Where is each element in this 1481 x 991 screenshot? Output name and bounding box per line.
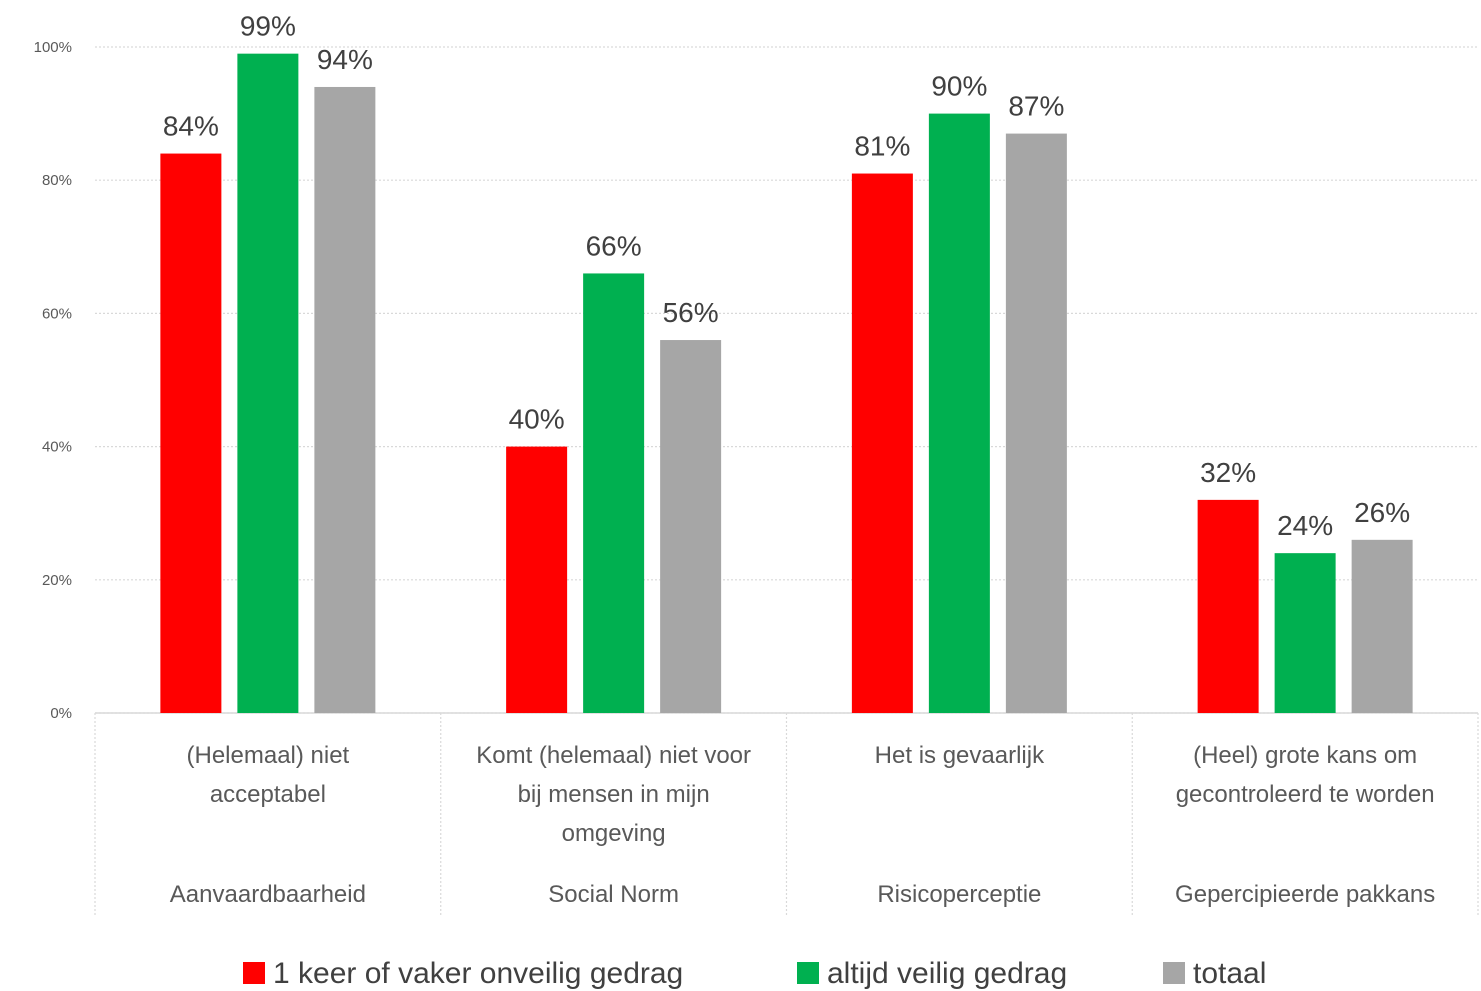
- y-tick-label: 80%: [42, 172, 72, 189]
- category-label: Komt (helemaal) niet voor: [476, 742, 751, 769]
- data-label: 99%: [240, 11, 296, 42]
- bar: [928, 113, 990, 714]
- y-tick-label: 100%: [34, 39, 72, 56]
- data-label: 32%: [1200, 457, 1256, 488]
- category-group-label: Aanvaardbaarheid: [170, 881, 366, 908]
- legend-label: altijd veilig gedrag: [827, 957, 1067, 990]
- data-label: 26%: [1354, 497, 1410, 528]
- bar: [237, 53, 299, 714]
- data-label: 40%: [509, 404, 565, 435]
- bar: [314, 86, 376, 713]
- bar: [1197, 499, 1259, 713]
- legend-swatch: [243, 962, 265, 984]
- category-label: acceptabel: [210, 781, 326, 808]
- bar: [160, 153, 222, 713]
- category-group-label: Risicoperceptie: [877, 881, 1041, 908]
- bar: [506, 446, 568, 713]
- y-tick-label: 0%: [50, 705, 72, 722]
- bar: [1274, 553, 1336, 713]
- bar: [1005, 133, 1067, 713]
- data-label: 24%: [1277, 510, 1333, 541]
- y-tick-label: 60%: [42, 305, 72, 322]
- data-label: 81%: [854, 131, 910, 162]
- data-label: 66%: [586, 230, 642, 261]
- bar: [583, 273, 645, 713]
- category-label: omgeving: [562, 820, 666, 847]
- bar: [660, 340, 722, 713]
- legend-label: 1 keer of vaker onveilig gedrag: [273, 957, 683, 990]
- data-label: 94%: [317, 44, 373, 75]
- y-tick-label: 20%: [42, 572, 72, 589]
- data-label: 90%: [931, 71, 987, 102]
- legend-swatch: [797, 962, 819, 984]
- category-label: (Helemaal) niet: [187, 742, 350, 769]
- legend-label: totaal: [1193, 957, 1266, 990]
- category-label: bij mensen in mijn: [518, 781, 710, 808]
- data-label: 56%: [663, 297, 719, 328]
- category-label: gecontroleerd te worden: [1176, 781, 1435, 808]
- category-label: (Heel) grote kans om: [1193, 742, 1417, 769]
- category-group-label: Social Norm: [548, 881, 679, 908]
- bar: [851, 173, 913, 714]
- category-group-label: Gepercipieerde pakkans: [1175, 881, 1435, 908]
- bar: [1351, 539, 1413, 713]
- y-tick-label: 40%: [42, 439, 72, 456]
- data-label: 84%: [163, 111, 219, 142]
- category-label: Het is gevaarlijk: [875, 742, 1045, 769]
- data-label: 87%: [1008, 91, 1064, 122]
- legend-swatch: [1163, 962, 1185, 984]
